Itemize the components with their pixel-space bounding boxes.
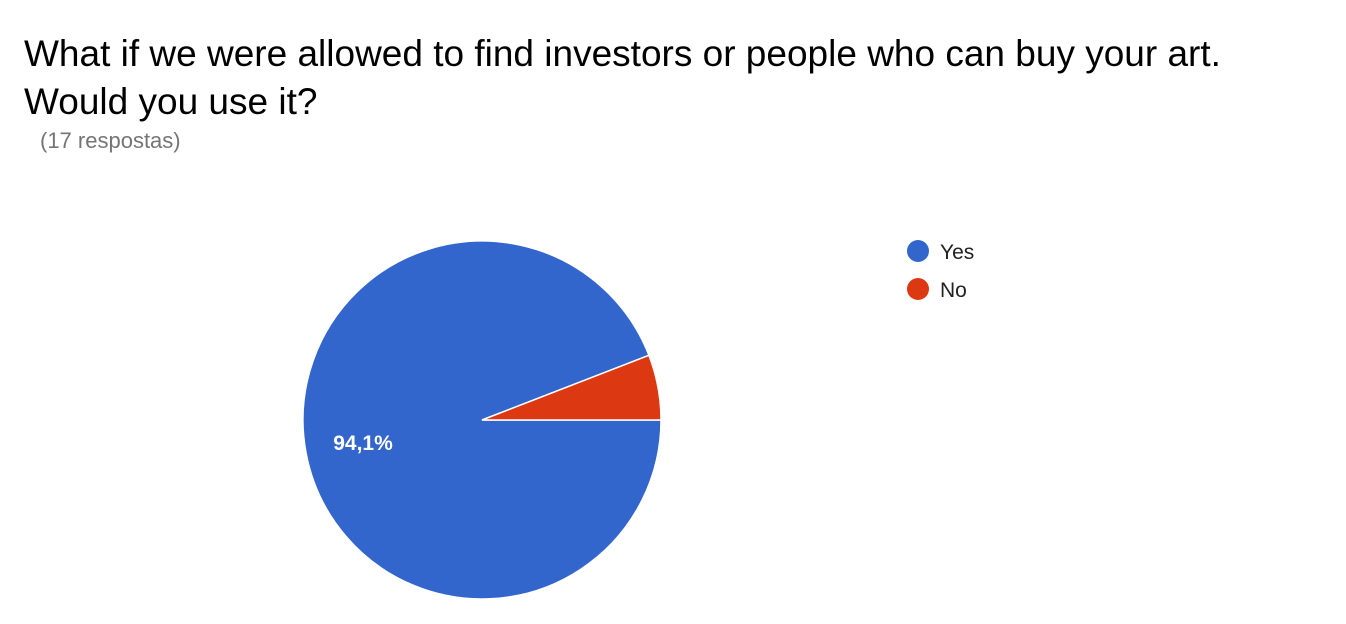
pie-slices: [302, 240, 662, 600]
slice-label-yes: 94,1%: [333, 432, 393, 455]
legend-swatch-yes: [907, 240, 929, 262]
response-count: (17 respostas): [40, 128, 181, 153]
pie-labels: 94,1%: [333, 432, 393, 455]
legend-label-yes[interactable]: Yes: [940, 241, 974, 264]
question-title: What if we were allowed to find investor…: [24, 33, 1221, 122]
legend-label-no[interactable]: No: [940, 279, 967, 302]
legend-swatch-no: [907, 278, 929, 300]
legend: Yes No: [907, 240, 974, 302]
pie-slice-no: [481, 354, 662, 421]
